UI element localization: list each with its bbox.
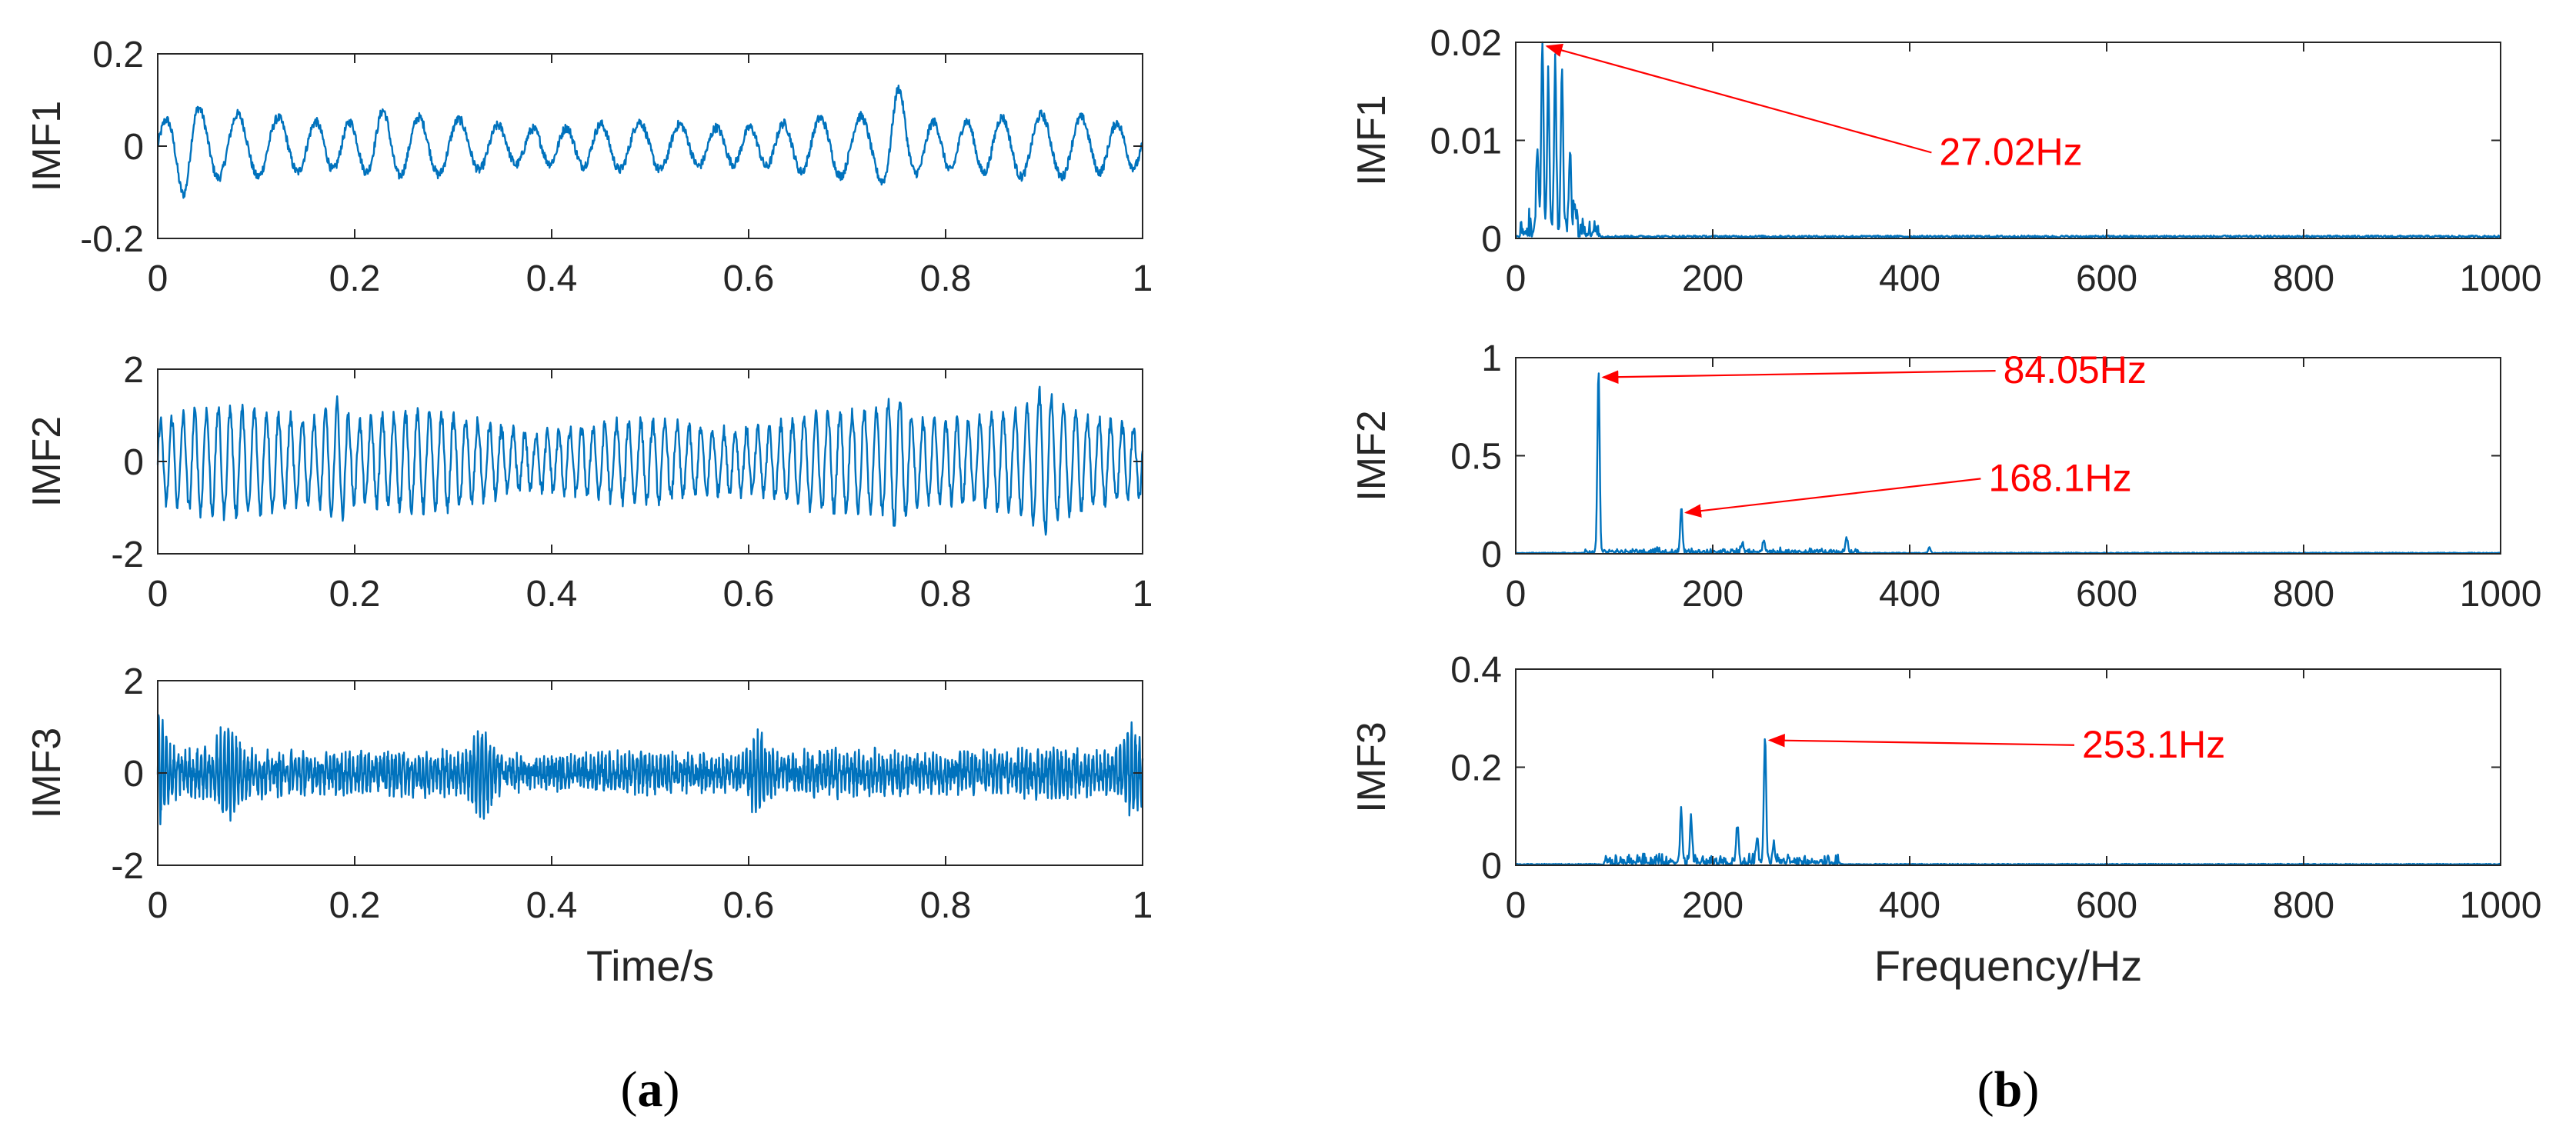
x-tick-label: 0.2 [329,885,381,926]
y-axis-label: IMF3 [1350,721,1394,812]
y-axis-label: IMF3 [25,728,69,818]
x-tick-label: 1 [1133,885,1153,926]
annotation-label: 27.02Hz [1939,130,2082,173]
y-tick-label: -2 [111,846,144,887]
x-axis-label: Time/s [586,941,714,990]
x-tick-label: 1000 [2460,258,2542,299]
y-tick-label: 0.2 [92,35,144,75]
panel-b-open: ( [1977,1061,1994,1118]
x-tick-label: 1 [1133,258,1153,299]
chart-b2: 0 200 400 600 800 1000 0 0.5 1 IMF2 84.05Hz 168.1Hz [1350,338,2541,615]
y-tick-label: 0.2 [1450,748,1502,789]
axes-frame-b3 [1515,668,2501,866]
x-tick-label: 200 [1682,885,1743,926]
y-tick-label: 2 [123,661,144,702]
annotation-arrow [1683,478,1981,518]
x-tick-label: 1 [1133,574,1153,615]
x-tick-label: 0.4 [526,258,578,299]
y-tick-label: 0.02 [1430,23,1502,64]
x-tick-label: 0.8 [920,885,972,926]
x-tick-label: 1000 [2460,574,2542,615]
series-line-b3 [1515,738,2501,866]
series-line-a2 [156,385,1144,536]
y-tick-label: 0 [123,127,144,168]
panel-a-label: (a) [621,1061,680,1118]
panel-b-label: (b) [1977,1061,2040,1118]
x-tick-label: 0 [148,258,169,299]
panel-a-letter: a [638,1061,663,1118]
x-tick-label: 0.4 [526,574,578,615]
y-tick-label: -0.2 [80,219,144,260]
x-tick-label: 600 [2076,885,2137,926]
x-tick-label: 1000 [2460,885,2542,926]
series-line-a1 [157,85,1144,199]
y-tick-label: 0 [123,754,144,795]
x-tick-label: 600 [2076,258,2137,299]
x-tick-label: 200 [1682,258,1743,299]
x-tick-label: 0.6 [723,258,775,299]
y-tick-label: -2 [111,535,144,575]
x-tick-label: 0.6 [723,574,775,615]
x-tick-label: 0 [148,574,169,615]
annotation-label: 253.1Hz [2082,723,2225,766]
y-tick-label: 0 [1481,846,1502,887]
x-tick-label: 0 [148,885,169,926]
x-tick-label: 0.8 [920,574,972,615]
y-tick-label: 0 [1481,535,1502,575]
panel-b-close: ) [2022,1061,2039,1118]
x-tick-label: 0.8 [920,258,972,299]
x-tick-label: 400 [1879,258,1940,299]
chart-b1: 0 200 400 600 800 1000 0 0.01 0.02 IMF1 27.02Hz [1350,23,2541,299]
x-tick-label: 400 [1879,885,1940,926]
x-tick-label: 200 [1682,574,1743,615]
y-tick-label: 0.5 [1450,437,1502,478]
y-tick-label: 2 [123,350,144,391]
y-tick-label: 0 [123,442,144,483]
annotation-label: 84.05Hz [2004,348,2147,391]
annotation-label: 168.1Hz [1988,456,2131,499]
y-axis-label: IMF2 [25,416,69,507]
x-tick-label: 0.6 [723,885,775,926]
series-line-a3 [156,714,1144,825]
x-tick-label: 0.4 [526,885,578,926]
panel-b-letter: b [1994,1061,2023,1118]
x-axis-label: Frequency/Hz [1874,941,2143,990]
series-line-b1 [1515,41,2501,238]
x-tick-label: 0.2 [329,574,381,615]
y-axis-label: IMF2 [1350,410,1394,501]
y-tick-label: 0.01 [1430,122,1502,162]
x-tick-label: 400 [1879,574,1940,615]
y-tick-label: 0.4 [1450,650,1502,691]
y-axis-label: IMF1 [25,101,69,192]
y-axis-label: IMF1 [1350,95,1394,185]
panel-a-close: ) [663,1061,680,1118]
chart-b3: 0 200 400 600 800 1000 0 0.2 0.4 IMF3 Frequency/Hz… [1350,650,2541,990]
x-tick-label: 0 [1506,574,1527,615]
x-tick-label: 800 [2273,574,2334,615]
x-tick-label: 800 [2273,885,2334,926]
x-tick-label: 600 [2076,574,2137,615]
x-tick-label: 0 [1506,885,1527,926]
annotation-arrow [1545,43,1932,154]
annotation-arrow [1601,370,1996,384]
x-tick-label: 0.2 [329,258,381,299]
x-tick-label: 800 [2273,258,2334,299]
panel-a-open: ( [621,1061,638,1118]
x-tick-label: 0 [1506,258,1527,299]
y-tick-label: 1 [1481,338,1502,379]
y-tick-label: 0 [1481,219,1502,260]
annotation-arrow [1767,733,2075,748]
